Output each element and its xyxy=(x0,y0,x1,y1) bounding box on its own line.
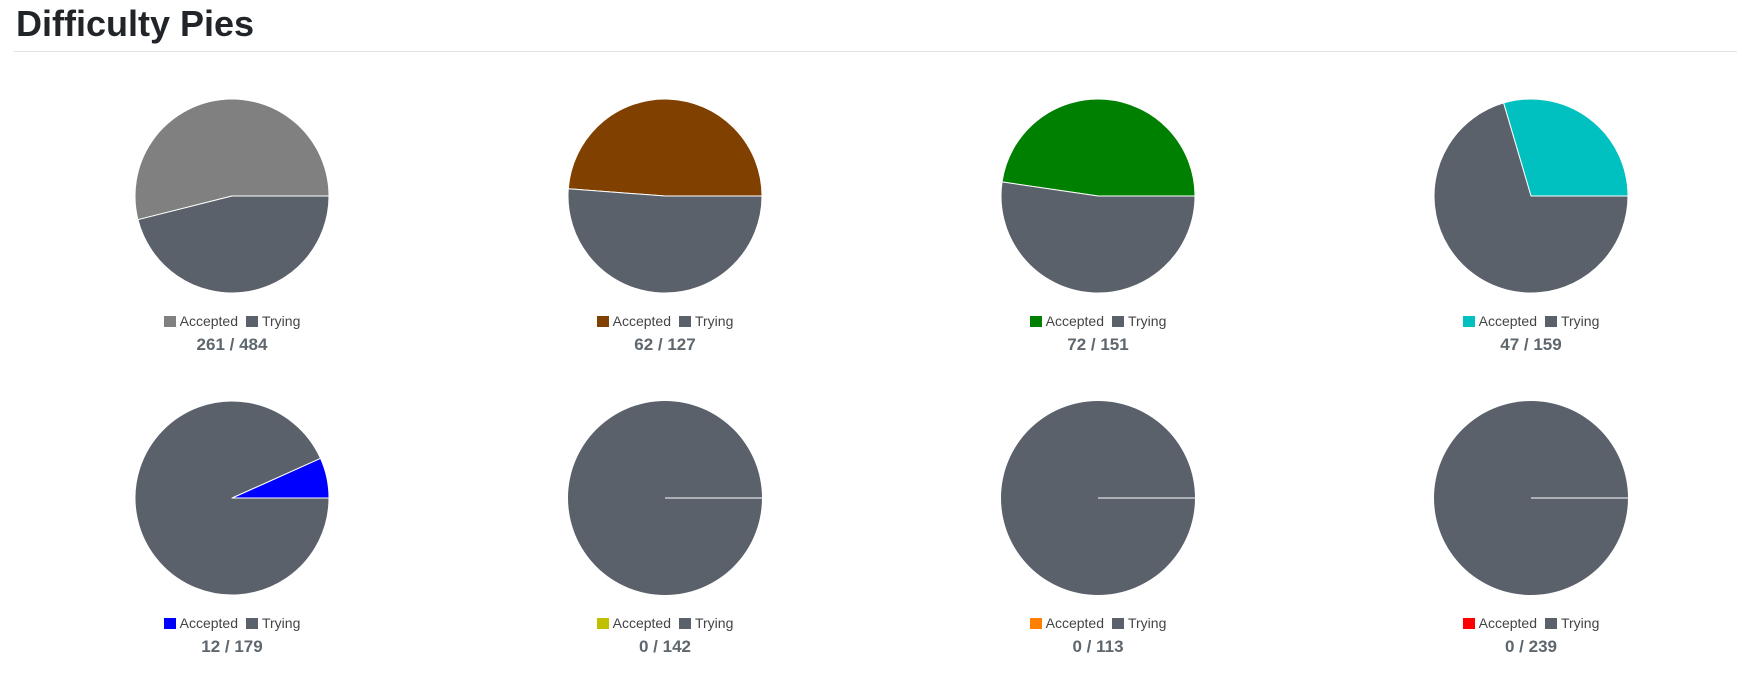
legend-item-accepted[interactable]: Accepted xyxy=(1029,615,1104,631)
legend-swatch xyxy=(245,316,258,327)
legend-label: Accepted xyxy=(179,615,238,631)
legend-label: Trying xyxy=(1560,615,1600,631)
legend-label: Trying xyxy=(1560,313,1600,329)
pie-caption: 47 / 159 xyxy=(1500,335,1562,354)
legend-item-trying[interactable]: Trying xyxy=(1544,313,1600,329)
legend-swatch xyxy=(678,618,691,629)
legend-swatch xyxy=(1029,618,1042,629)
legend-label: Trying xyxy=(1127,615,1167,631)
legend-swatch xyxy=(596,618,609,629)
pie-slice-trying[interactable] xyxy=(137,195,330,294)
legend-item-accepted[interactable]: Accepted xyxy=(596,615,671,631)
title-divider xyxy=(14,51,1737,52)
pie-slice-accepted[interactable] xyxy=(567,98,763,197)
legend-item-trying[interactable]: Trying xyxy=(245,615,301,631)
legend-item-trying[interactable]: Trying xyxy=(1111,313,1167,329)
pie-caption: 0 / 113 xyxy=(1072,637,1124,656)
pie-slice-trying[interactable] xyxy=(567,188,763,294)
pie-svg xyxy=(1001,401,1196,595)
legend-swatch xyxy=(163,316,176,327)
pie-caption: 72 / 151 xyxy=(1067,335,1129,354)
pie-legend: Accepted Trying xyxy=(515,313,815,329)
legend-swatch xyxy=(1544,316,1557,327)
legend-item-trying[interactable]: Trying xyxy=(245,313,301,329)
pie-slice-accepted[interactable] xyxy=(1503,98,1629,197)
legend-label: Accepted xyxy=(1478,313,1537,329)
pie-svg xyxy=(134,400,330,596)
legend-swatch xyxy=(1462,316,1475,327)
legend-item-accepted[interactable]: Accepted xyxy=(1029,313,1104,329)
legend-label: Trying xyxy=(1127,313,1167,329)
pie-slice-trying[interactable] xyxy=(1433,102,1629,294)
legend-label: Trying xyxy=(261,313,301,329)
legend-item-accepted[interactable]: Accepted xyxy=(1462,615,1537,631)
legend-label: Accepted xyxy=(1045,615,1104,631)
legend-item-trying[interactable]: Trying xyxy=(678,615,734,631)
legend-swatch xyxy=(596,316,609,327)
page-title: Difficulty Pies xyxy=(16,3,255,44)
legend-swatch xyxy=(678,316,691,327)
pie-legend: Accepted Trying xyxy=(515,615,815,631)
pie-caption: 0 / 142 xyxy=(639,637,691,656)
legend-label: Accepted xyxy=(179,313,238,329)
pie-legend: Accepted Trying xyxy=(82,615,382,631)
pie-caption: 0 / 239 xyxy=(1505,637,1557,656)
pie-svg xyxy=(1000,98,1196,294)
legend-item-accepted[interactable]: Accepted xyxy=(596,313,671,329)
pie-svg xyxy=(1434,401,1629,595)
legend-swatch xyxy=(245,618,258,629)
pie-svg xyxy=(568,401,763,595)
legend-item-accepted[interactable]: Accepted xyxy=(163,313,238,329)
pie-legend: Accepted Trying xyxy=(948,313,1248,329)
legend-label: Trying xyxy=(694,615,734,631)
pie-svg xyxy=(567,98,763,294)
pie-slice-accepted[interactable] xyxy=(1001,98,1196,197)
legend-label: Trying xyxy=(694,313,734,329)
pie-caption: 12 / 179 xyxy=(201,637,263,656)
legend-swatch xyxy=(163,618,176,629)
pie-legend: Accepted Trying xyxy=(1381,313,1681,329)
pie-legend: Accepted Trying xyxy=(82,313,382,329)
legend-label: Accepted xyxy=(1045,313,1104,329)
legend-item-trying[interactable]: Trying xyxy=(678,313,734,329)
legend-item-accepted[interactable]: Accepted xyxy=(163,615,238,631)
legend-item-accepted[interactable]: Accepted xyxy=(1462,313,1537,329)
legend-swatch xyxy=(1111,316,1124,327)
legend-swatch xyxy=(1111,618,1124,629)
pie-svg xyxy=(1433,98,1629,294)
legend-swatch xyxy=(1462,618,1475,629)
pie-legend: Accepted Trying xyxy=(948,615,1248,631)
pie-svg xyxy=(134,98,330,294)
legend-item-trying[interactable]: Trying xyxy=(1544,615,1600,631)
pie-slice-accepted[interactable] xyxy=(134,98,330,221)
legend-label: Trying xyxy=(261,615,301,631)
pie-caption: 261 / 484 xyxy=(196,335,268,354)
pie-caption: 62 / 127 xyxy=(634,335,696,354)
legend-label: Accepted xyxy=(1478,615,1537,631)
pie-slice-trying[interactable] xyxy=(1000,181,1196,294)
legend-swatch xyxy=(1029,316,1042,327)
legend-item-trying[interactable]: Trying xyxy=(1111,615,1167,631)
legend-swatch xyxy=(1544,618,1557,629)
legend-label: Accepted xyxy=(612,313,671,329)
legend-label: Accepted xyxy=(612,615,671,631)
pie-legend: Accepted Trying xyxy=(1381,615,1681,631)
